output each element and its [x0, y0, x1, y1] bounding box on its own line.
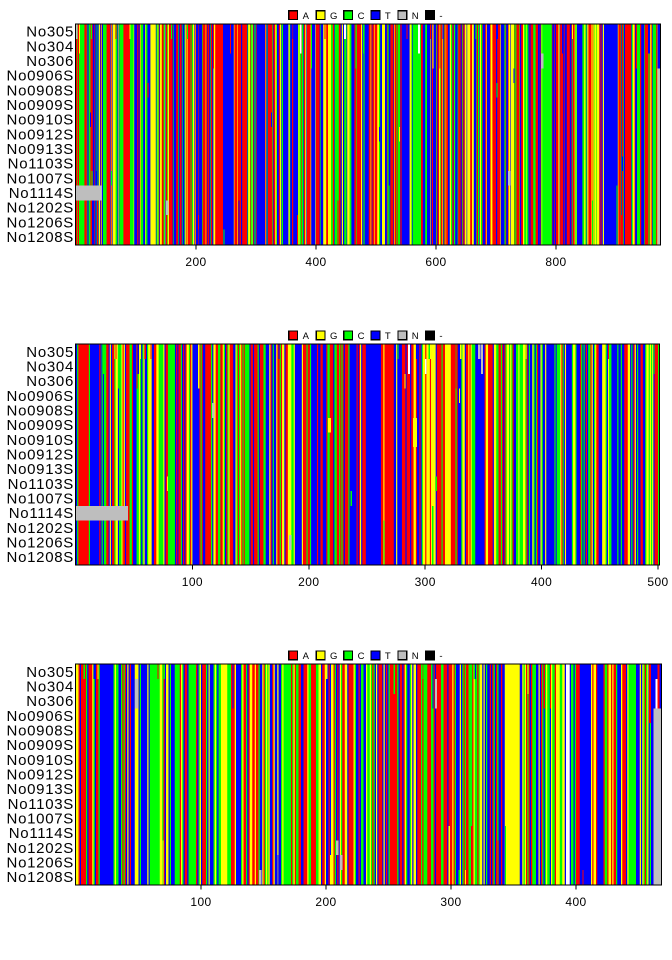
svg-text:No1103S: No1103S	[8, 476, 74, 493]
svg-text:No1114S: No1114S	[9, 185, 74, 202]
svg-text:No0912S: No0912S	[7, 767, 74, 784]
svg-text:400: 400	[565, 895, 586, 909]
svg-text:No1206S: No1206S	[7, 855, 74, 872]
svg-text:No1114S: No1114S	[9, 825, 74, 842]
svg-text:No1007S: No1007S	[7, 170, 74, 187]
svg-text:No0908S: No0908S	[7, 403, 74, 420]
svg-text:No1206S: No1206S	[7, 535, 74, 552]
svg-text:No0913S: No0913S	[7, 461, 74, 478]
svg-text:800: 800	[545, 255, 566, 269]
svg-text:200: 200	[298, 575, 319, 589]
svg-text:No0910S: No0910S	[7, 432, 74, 449]
svg-text:300: 300	[440, 895, 461, 909]
svg-text:No0909S: No0909S	[7, 737, 74, 754]
svg-text:200: 200	[315, 895, 336, 909]
svg-text:No1206S: No1206S	[7, 214, 74, 231]
svg-text:-: -	[439, 11, 442, 22]
svg-text:No1114S: No1114S	[9, 505, 74, 522]
svg-text:T: T	[385, 11, 391, 22]
svg-text:A: A	[303, 651, 310, 662]
svg-text:No306: No306	[26, 373, 74, 390]
svg-text:G: G	[330, 331, 337, 342]
svg-text:N: N	[412, 651, 419, 662]
svg-text:No0912S: No0912S	[7, 447, 74, 464]
svg-text:A: A	[303, 331, 310, 342]
svg-text:T: T	[385, 331, 391, 342]
svg-text:No304: No304	[26, 38, 74, 55]
svg-text:No0909S: No0909S	[7, 97, 74, 114]
svg-text:-: -	[439, 331, 442, 342]
svg-text:No1202S: No1202S	[7, 520, 74, 537]
svg-text:100: 100	[182, 575, 203, 589]
svg-text:No0908S: No0908S	[7, 723, 74, 740]
svg-text:A: A	[303, 11, 310, 22]
svg-text:No1007S: No1007S	[7, 491, 74, 508]
svg-text:No306: No306	[26, 693, 74, 710]
svg-text:No0909S: No0909S	[7, 417, 74, 434]
svg-text:No0912S: No0912S	[7, 126, 74, 143]
svg-text:No305: No305	[26, 664, 74, 681]
svg-text:No1208S: No1208S	[7, 229, 74, 246]
svg-text:No0908S: No0908S	[7, 82, 74, 99]
svg-text:-: -	[439, 651, 442, 662]
svg-text:100: 100	[190, 895, 211, 909]
svg-text:No0906S: No0906S	[7, 68, 74, 85]
svg-text:No0910S: No0910S	[7, 112, 74, 129]
svg-text:No1202S: No1202S	[7, 200, 74, 217]
svg-text:No0906S: No0906S	[7, 388, 74, 405]
svg-text:C: C	[358, 331, 365, 342]
svg-text:No0913S: No0913S	[7, 781, 74, 798]
svg-text:No305: No305	[26, 24, 74, 41]
svg-text:T: T	[385, 651, 391, 662]
svg-text:No0913S: No0913S	[7, 141, 74, 158]
svg-text:300: 300	[415, 575, 436, 589]
svg-text:No1208S: No1208S	[7, 549, 74, 566]
svg-text:No306: No306	[26, 53, 74, 70]
svg-text:No1103S: No1103S	[8, 796, 74, 813]
svg-text:N: N	[412, 11, 419, 22]
svg-text:No305: No305	[26, 344, 74, 361]
svg-text:No1103S: No1103S	[8, 156, 74, 173]
svg-text:No1202S: No1202S	[7, 840, 74, 857]
svg-text:No1007S: No1007S	[7, 811, 74, 828]
svg-text:No0910S: No0910S	[7, 752, 74, 769]
svg-text:500: 500	[647, 575, 668, 589]
svg-text:No304: No304	[26, 359, 74, 376]
svg-text:G: G	[330, 651, 337, 662]
svg-text:No1208S: No1208S	[7, 869, 74, 886]
svg-text:C: C	[358, 651, 365, 662]
svg-text:600: 600	[425, 255, 446, 269]
svg-text:400: 400	[531, 575, 552, 589]
svg-text:G: G	[330, 11, 337, 22]
svg-text:C: C	[358, 11, 365, 22]
svg-text:200: 200	[185, 255, 206, 269]
svg-text:N: N	[412, 331, 419, 342]
svg-text:No304: No304	[26, 679, 74, 696]
svg-text:No0906S: No0906S	[7, 708, 74, 725]
svg-text:400: 400	[305, 255, 326, 269]
